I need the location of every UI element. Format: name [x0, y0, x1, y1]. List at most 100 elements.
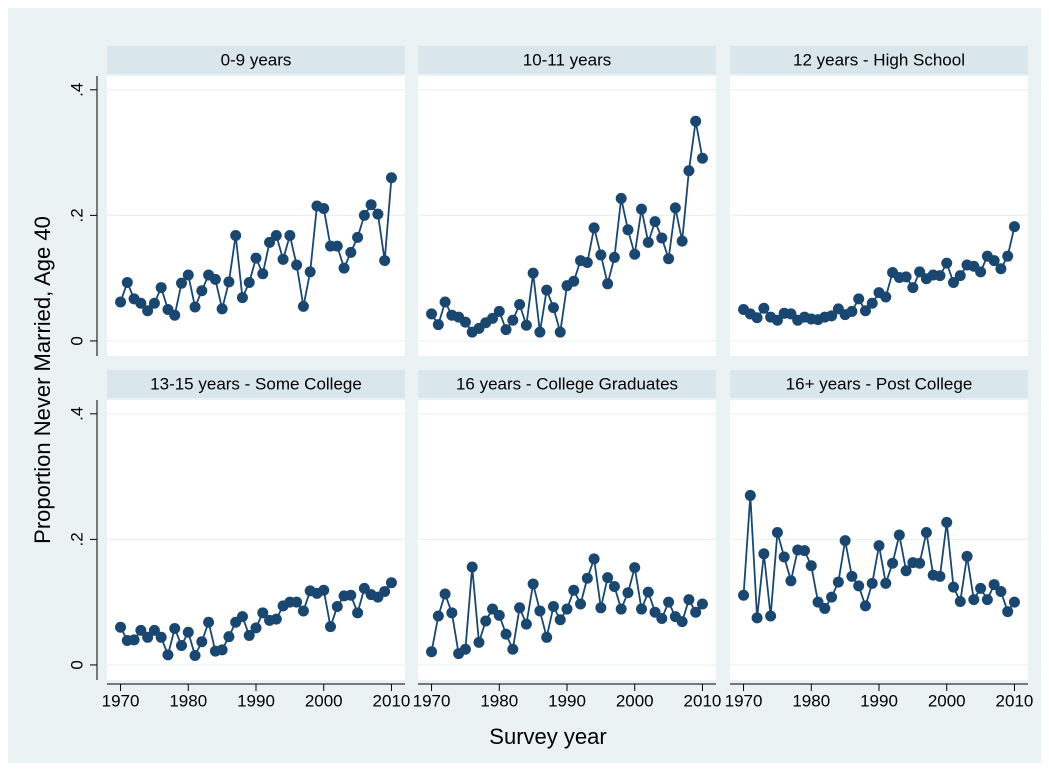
- data-point: [805, 560, 817, 572]
- data-point: [581, 256, 593, 268]
- data-point: [656, 612, 668, 624]
- data-point: [676, 616, 688, 628]
- x-tick-label: 1990: [860, 691, 898, 710]
- data-point: [338, 262, 350, 274]
- data-point: [615, 192, 627, 204]
- data-point: [554, 326, 566, 338]
- data-point: [257, 607, 269, 619]
- data-point: [948, 581, 959, 593]
- data-point: [148, 297, 160, 309]
- data-point: [527, 267, 539, 279]
- data-point: [270, 229, 282, 241]
- y-tick-label: 0: [67, 660, 86, 669]
- data-point: [846, 305, 858, 317]
- data-point: [696, 598, 708, 610]
- data-point: [379, 585, 391, 597]
- data-point: [622, 587, 634, 599]
- data-point: [176, 277, 187, 289]
- data-point: [934, 570, 946, 582]
- data-point: [988, 255, 1000, 267]
- data-point: [649, 216, 661, 228]
- data-point: [352, 231, 364, 243]
- data-point: [446, 607, 458, 619]
- data-point: [920, 526, 932, 538]
- plot-area: [730, 400, 1028, 680]
- data-point: [663, 253, 675, 265]
- data-point: [459, 643, 471, 655]
- data-point: [1002, 606, 1014, 618]
- data-point: [507, 314, 519, 326]
- data-point: [1008, 221, 1020, 233]
- data-point: [291, 596, 303, 608]
- panel-strip: [418, 46, 716, 74]
- x-tick-label: 2000: [616, 691, 654, 710]
- data-point: [608, 251, 620, 263]
- data-point: [182, 269, 194, 281]
- data-point: [243, 277, 255, 289]
- data-point: [602, 572, 614, 584]
- data-point: [622, 224, 634, 236]
- panel-title: 13-15 years - Some College: [150, 374, 362, 393]
- data-point: [547, 302, 559, 314]
- data-point: [176, 639, 187, 651]
- panel-title: 16 years - College Graduates: [456, 374, 678, 393]
- data-point: [758, 548, 770, 560]
- data-point: [751, 312, 763, 324]
- data-point: [318, 202, 330, 214]
- y-axis-label: Proportion Never Married, Age 40: [30, 216, 55, 544]
- data-point: [216, 303, 228, 315]
- data-point: [575, 598, 587, 610]
- data-point: [250, 252, 262, 264]
- data-point: [785, 575, 797, 587]
- data-point: [520, 319, 532, 331]
- data-point: [941, 516, 953, 528]
- x-tick-label: 1990: [548, 691, 586, 710]
- data-point: [778, 551, 790, 563]
- data-point: [914, 266, 926, 278]
- data-point: [155, 631, 167, 643]
- data-point: [663, 596, 675, 608]
- data-point: [493, 305, 505, 317]
- data-point: [209, 273, 221, 285]
- data-point: [432, 610, 444, 622]
- data-point: [771, 526, 783, 538]
- data-point: [128, 634, 140, 646]
- data-point: [318, 584, 330, 596]
- data-point: [203, 616, 215, 628]
- plot-area: [730, 76, 1028, 356]
- data-point: [859, 305, 871, 317]
- data-point: [588, 222, 600, 234]
- data-point: [257, 268, 269, 280]
- data-point: [148, 624, 160, 636]
- data-point: [948, 277, 959, 289]
- data-point: [500, 324, 512, 336]
- data-point: [873, 540, 885, 552]
- data-point: [832, 576, 844, 588]
- data-point: [365, 199, 377, 211]
- x-tick-label: 2000: [928, 691, 966, 710]
- data-point: [270, 613, 282, 625]
- data-point: [588, 553, 600, 565]
- data-point: [135, 297, 147, 309]
- data-point: [236, 611, 248, 623]
- data-point: [642, 586, 654, 598]
- data-point: [554, 614, 566, 626]
- panel-strip: [107, 46, 405, 74]
- data-point: [277, 253, 289, 265]
- data-point: [690, 115, 702, 127]
- data-point: [507, 643, 519, 655]
- y-tick-label: 0: [67, 336, 86, 345]
- data-point: [826, 591, 838, 603]
- data-point: [771, 314, 783, 326]
- data-point: [934, 270, 946, 282]
- x-tick-label: 1970: [413, 691, 451, 710]
- x-tick-label: 2010: [373, 691, 411, 710]
- data-point: [297, 605, 309, 617]
- data-point: [115, 296, 127, 308]
- data-point: [527, 578, 539, 590]
- data-point: [799, 545, 810, 557]
- data-point: [642, 236, 654, 248]
- data-point: [853, 580, 865, 592]
- data-point: [907, 282, 919, 294]
